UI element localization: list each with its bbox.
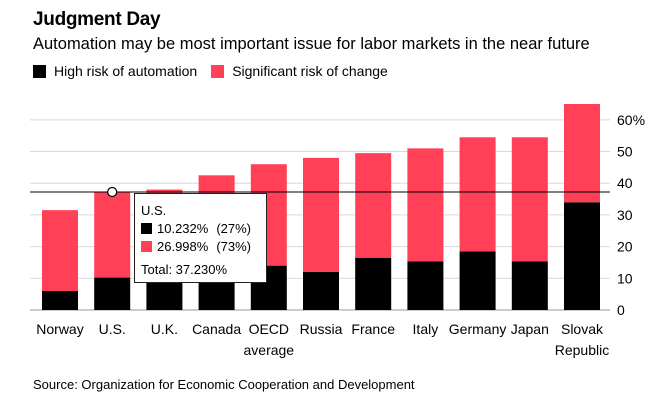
bar-high-risk (407, 261, 444, 310)
y-tick-label: 50 (617, 144, 633, 160)
tooltip-row-change: 26.998% (73%) (141, 237, 266, 255)
tooltip-change-pct: (73%) (216, 238, 252, 254)
tooltip: U.S. 10.232% (27%) 26.998% (73%) Total: … (134, 193, 267, 283)
bar-change-risk (94, 192, 131, 278)
bar-high-risk (303, 271, 339, 310)
tooltip-swatch-change (141, 240, 152, 252)
bar-high-risk (459, 251, 496, 310)
y-tick-label: 60% (617, 112, 645, 128)
y-tick-label: 40 (617, 175, 633, 191)
x-tick-label: Republic (555, 342, 609, 358)
tooltip-swatch-high (141, 222, 152, 234)
x-tick-label: U.S. (99, 321, 126, 337)
y-tick-label: 10 (617, 270, 633, 286)
tooltip-title: U.S. (141, 202, 167, 218)
bar-change-risk (303, 157, 339, 272)
bar-high-risk (94, 277, 131, 310)
tooltip-high-value: 10.232% (157, 220, 209, 236)
x-tick-label: Japan (511, 321, 549, 337)
tooltip-change-value: 26.998% (157, 238, 209, 254)
bar-high-risk (198, 279, 235, 310)
y-tick-label: 0 (617, 302, 625, 318)
tooltip-high-pct: (27%) (216, 220, 252, 236)
legend: High risk of automation Significant risk… (33, 63, 402, 79)
x-tick-label: France (351, 321, 395, 337)
x-tick-label: Russia (300, 321, 343, 337)
bar-change-risk (355, 153, 392, 258)
tooltip-row-high: 10.232% (27%) (141, 219, 266, 237)
legend-swatch-change-risk (211, 64, 225, 78)
legend-label-change-risk: Significant risk of change (232, 63, 388, 79)
bar-high-risk (511, 261, 548, 310)
x-tick-label: Slovak (561, 321, 604, 337)
hover-marker (107, 186, 118, 198)
chart-title: Judgment Day (33, 9, 161, 30)
legend-item-high-risk: High risk of automation (33, 63, 197, 79)
x-tick-label: U.K. (151, 321, 178, 337)
bar-high-risk (146, 279, 183, 310)
x-tick-label: Italy (413, 321, 439, 337)
legend-label-high-risk: High risk of automation (54, 63, 198, 79)
x-tick-label: Canada (192, 321, 241, 337)
bar-change-risk (42, 210, 78, 291)
bar-change-risk (407, 148, 444, 262)
bar-change-risk (511, 137, 548, 262)
bar-change-risk (459, 137, 496, 252)
bar-high-risk (355, 257, 392, 310)
tooltip-total: Total: 37.230% (141, 261, 228, 277)
x-tick-label: OECD (249, 321, 289, 337)
x-tick-label: Germany (449, 321, 507, 337)
x-tick-label: Norway (36, 321, 83, 337)
bar-high-risk (42, 290, 78, 310)
bar-high-risk (564, 202, 600, 310)
legend-swatch-high-risk (33, 64, 46, 78)
chart-subtitle: Automation may be most important issue f… (33, 35, 590, 53)
source-note: Source: Organization for Economic Cooper… (33, 377, 415, 392)
x-tick-label: average (244, 342, 295, 358)
y-tick-label: 20 (617, 239, 633, 255)
legend-item-change-risk: Significant risk of change (211, 63, 388, 79)
bar-change-risk (564, 104, 600, 203)
y-tick-label: 30 (617, 207, 633, 223)
